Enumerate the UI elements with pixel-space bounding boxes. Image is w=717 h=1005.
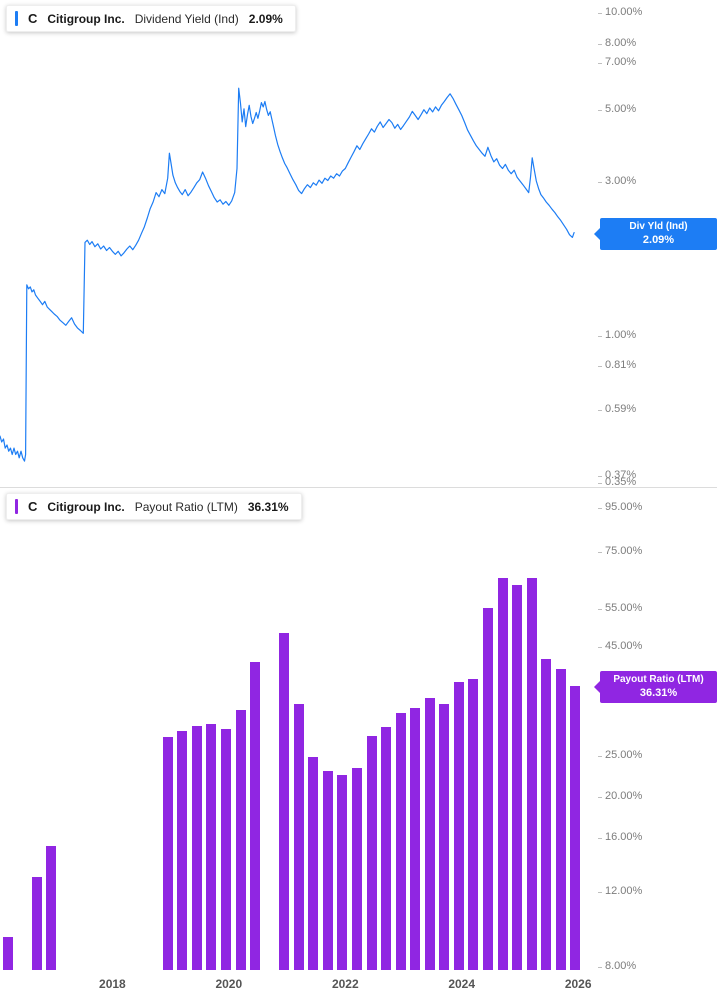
- y-axis-tick: [598, 410, 602, 412]
- company-name: Citigroup Inc.: [47, 11, 125, 26]
- y-axis-tick: [598, 609, 602, 611]
- y-axis-tick: [598, 483, 602, 485]
- y-axis-tick: [598, 475, 602, 477]
- payout-ratio-bar[interactable]: [424, 697, 435, 970]
- y-axis-label: 95.00%: [605, 501, 643, 513]
- last-value-badge-payout-ratio[interactable]: Payout Ratio (LTM) 36.31%: [600, 671, 717, 704]
- payout-ratio-bar[interactable]: [279, 632, 290, 970]
- payout-ratio-bar[interactable]: [162, 736, 173, 970]
- metric-name: Payout Ratio (LTM): [134, 499, 238, 514]
- y-axis-tick: [598, 755, 602, 757]
- payout-ratio-bar[interactable]: [2, 937, 13, 970]
- payout-ratio-bar[interactable]: [541, 659, 552, 970]
- payout-ratio-bar[interactable]: [206, 723, 217, 970]
- y-axis-label: 8.00%: [605, 960, 637, 972]
- payout-ratio-bar[interactable]: [337, 775, 348, 970]
- payout-ratio-bar[interactable]: [497, 577, 508, 970]
- x-axis-label: 2024: [448, 977, 476, 991]
- y-axis-label: 10.00%: [605, 6, 643, 18]
- series-color-indicator: [15, 11, 18, 26]
- y-axis-tick: [598, 63, 602, 64]
- y-axis-label: 5.00%: [605, 103, 637, 116]
- payout-ratio-bar[interactable]: [512, 584, 523, 970]
- y-axis-tick: [598, 110, 602, 112]
- payout-ratio-bar[interactable]: [235, 710, 246, 970]
- payout-ratio-bar[interactable]: [395, 712, 406, 970]
- badge-metric-label: Div Yld (Ind): [629, 220, 688, 232]
- legend-dividend-yield[interactable]: C Citigroup Inc. Dividend Yield (Ind) 2.…: [6, 5, 296, 32]
- y-axis-tick: [598, 44, 602, 46]
- payout-ratio-bar[interactable]: [177, 730, 188, 970]
- last-value-badge-dividend-yield[interactable]: Div Yld (Ind) 2.09%: [600, 217, 717, 250]
- y-axis-tick: [598, 646, 602, 648]
- y-axis-label: 55.00%: [605, 602, 643, 615]
- y-axis-label: 0.59%: [605, 403, 637, 416]
- payout-ratio-bars: [0, 487, 598, 970]
- y-axis-tick: [598, 365, 602, 367]
- y-axis-label: 3.00%: [605, 174, 637, 187]
- x-axis-label: 2020: [215, 977, 243, 991]
- badge-value: 36.31%: [639, 687, 678, 700]
- payout-ratio-bar[interactable]: [468, 679, 479, 970]
- y-axis-tick: [598, 797, 602, 798]
- y-axis-label: 25.00%: [605, 748, 643, 761]
- dividend-yield-line-chart: [0, 87, 575, 462]
- y-axis-tick: [598, 508, 602, 509]
- y-axis-label: 8.00%: [605, 37, 637, 50]
- y-axis-label: 16.00%: [605, 831, 643, 844]
- payout-ratio-bar[interactable]: [482, 607, 493, 970]
- badge-value: 2.09%: [642, 233, 675, 246]
- dividend-yield-line[interactable]: [0, 87, 575, 462]
- y-axis-label: 1.00%: [605, 329, 637, 342]
- payout-ratio-bar[interactable]: [555, 668, 566, 970]
- y-axis-tick: [598, 336, 602, 338]
- payout-ratio-bar[interactable]: [366, 735, 377, 970]
- payout-ratio-bar[interactable]: [526, 577, 537, 970]
- x-axis-label: 2026: [564, 977, 592, 991]
- y-axis-label: 45.00%: [605, 639, 643, 652]
- y-axis-tick: [598, 551, 602, 553]
- payout-ratio-bar[interactable]: [191, 726, 202, 970]
- y-axis-label: 20.00%: [605, 790, 643, 802]
- payout-ratio-bar[interactable]: [220, 728, 231, 970]
- y-axis-tick: [598, 13, 602, 14]
- metric-value: 2.09%: [248, 11, 283, 26]
- payout-ratio-bar[interactable]: [46, 845, 57, 970]
- x-axis-label: 2022: [331, 977, 359, 991]
- metric-name: Dividend Yield (Ind): [134, 11, 239, 26]
- payout-ratio-bar[interactable]: [322, 771, 333, 970]
- y-axis-label: 0.81%: [605, 358, 637, 371]
- payout-ratio-bar[interactable]: [31, 876, 42, 970]
- payout-ratio-bar[interactable]: [439, 703, 450, 970]
- y-axis-label: 12.00%: [605, 884, 643, 897]
- payout-ratio-bar[interactable]: [351, 767, 362, 970]
- y-axis-label: 7.00%: [605, 56, 637, 68]
- badge-metric-label: Payout Ratio (LTM): [613, 674, 704, 686]
- metric-value: 36.31%: [247, 499, 289, 514]
- payout-ratio-bar[interactable]: [453, 681, 464, 970]
- payout-ratio-bar[interactable]: [381, 726, 392, 970]
- y-axis-tick: [598, 891, 602, 893]
- ticker-symbol: C: [28, 11, 38, 26]
- y-axis-label: 0.35%: [605, 476, 637, 489]
- payout-ratio-bar[interactable]: [410, 708, 421, 970]
- dividend-yield-panel[interactable]: [0, 0, 598, 487]
- series-color-indicator: [15, 499, 18, 514]
- y-axis-label: 0.37%: [605, 468, 637, 481]
- y-axis-label: 75.00%: [605, 544, 643, 557]
- payout-ratio-bar[interactable]: [250, 661, 260, 970]
- y-axis-tick: [598, 967, 602, 968]
- payout-ratio-bar[interactable]: [570, 686, 581, 970]
- company-name: Citigroup Inc.: [47, 499, 125, 514]
- legend-payout-ratio[interactable]: C Citigroup Inc. Payout Ratio (LTM) 36.3…: [6, 493, 302, 520]
- payout-ratio-panel[interactable]: [0, 487, 598, 970]
- x-axis-label: 2018: [99, 977, 126, 991]
- payout-ratio-bar[interactable]: [293, 704, 304, 970]
- y-axis-tick: [598, 181, 602, 183]
- panel-divider: [0, 487, 717, 488]
- y-axis-tick: [598, 838, 602, 840]
- ticker-symbol: C: [28, 499, 38, 514]
- payout-ratio-bar[interactable]: [308, 757, 319, 970]
